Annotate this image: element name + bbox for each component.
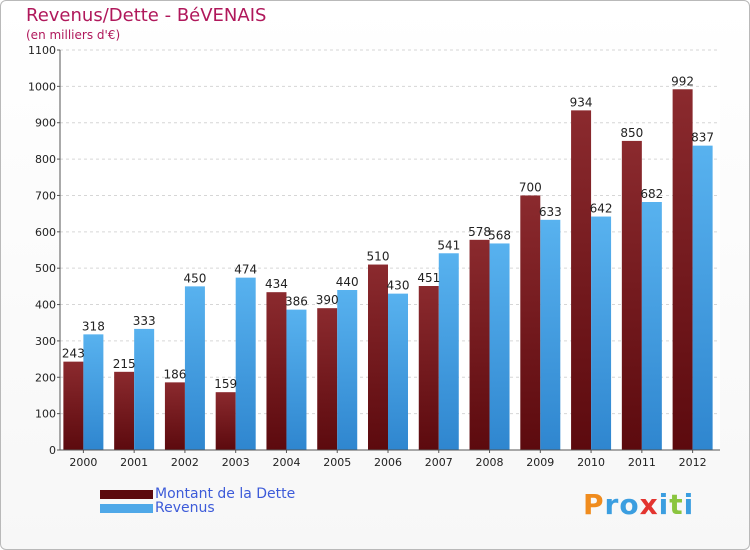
logo-letter: P	[583, 488, 605, 521]
data-label-revenue: 450	[183, 271, 206, 285]
x-tick-label: 2009	[526, 456, 554, 469]
x-tick-label: 2002	[171, 456, 199, 469]
data-label-debt: 578	[468, 225, 491, 239]
data-label-debt: 934	[570, 95, 593, 109]
bar-revenue	[337, 290, 358, 450]
x-tick-label: 2000	[69, 456, 97, 469]
bar-debt	[672, 89, 693, 450]
bar-debt	[114, 371, 135, 450]
bar-debt	[317, 308, 338, 450]
y-tick-label: 300	[35, 335, 56, 348]
data-label-revenue: 642	[590, 202, 613, 216]
y-tick-label: 200	[35, 371, 56, 384]
bar-revenue	[692, 145, 713, 451]
data-label-debt: 159	[214, 377, 237, 391]
bar-revenue	[83, 334, 104, 450]
chart-subtitle: (en milliers d'€)	[26, 28, 121, 42]
data-label-debt: 215	[113, 357, 136, 371]
data-label-debt: 700	[519, 180, 542, 194]
x-tick-label: 2010	[577, 456, 605, 469]
legend-label-debt: Montant de la Dette	[155, 486, 296, 502]
legend-label-revenue: Revenus	[155, 500, 215, 516]
bar-debt	[368, 264, 388, 450]
y-tick-label: 800	[35, 153, 56, 166]
bar-revenue	[286, 309, 307, 450]
data-label-revenue: 333	[133, 314, 156, 328]
data-label-debt: 510	[367, 250, 390, 264]
data-label-revenue: 318	[82, 319, 105, 333]
x-tick-label: 2006	[374, 456, 402, 469]
bar-revenue	[438, 253, 459, 450]
logo-letter: x	[639, 488, 659, 521]
bar-debt	[215, 392, 236, 450]
data-label-revenue: 430	[387, 279, 410, 293]
x-tick-label: 2005	[323, 456, 351, 469]
bar-revenue	[489, 243, 510, 450]
x-tick-label: 2003	[222, 456, 250, 469]
y-tick-label: 0	[49, 444, 56, 457]
logo-letter: o	[619, 488, 640, 521]
y-tick-label: 100	[35, 408, 56, 421]
y-tick-label: 500	[35, 262, 56, 275]
proxiti-logo: Proxiti	[583, 488, 694, 521]
bar-debt	[621, 140, 642, 450]
y-tick-label: 1100	[28, 44, 56, 57]
data-label-debt: 390	[316, 293, 339, 307]
bar-revenue	[235, 277, 256, 450]
data-label-debt: 451	[417, 271, 440, 285]
logo-letter: t	[669, 488, 684, 521]
logo-letter: i	[658, 488, 670, 521]
data-label-revenue: 541	[437, 238, 460, 252]
data-label-debt: 850	[620, 126, 643, 140]
legend-swatch-revenue	[100, 503, 153, 513]
data-label-revenue: 633	[539, 205, 562, 219]
bar-debt	[571, 110, 592, 450]
legend-swatch-debt	[100, 489, 153, 499]
x-tick-label: 2007	[425, 456, 453, 469]
y-tick-label: 600	[35, 226, 56, 239]
data-label-revenue: 682	[640, 187, 663, 201]
bar-debt	[469, 239, 490, 450]
data-label-revenue: 568	[488, 228, 511, 242]
data-label-revenue: 474	[234, 263, 257, 277]
data-label-revenue: 386	[285, 295, 308, 309]
bar-debt	[520, 195, 541, 450]
bar-debt	[266, 292, 287, 450]
data-label-debt: 186	[163, 367, 186, 381]
chart-title: Revenus/Dette - BéVENAIS	[26, 5, 267, 26]
legend-item-revenue: Revenus	[100, 500, 215, 516]
y-tick-label: 1000	[28, 80, 56, 93]
legend-item-debt: Montant de la Dette	[100, 486, 295, 502]
x-tick-label: 2004	[272, 456, 300, 469]
y-tick-label: 400	[35, 299, 56, 312]
x-tick-label: 2001	[120, 456, 148, 469]
bar-debt	[164, 382, 185, 450]
data-label-revenue: 837	[691, 131, 714, 145]
logo-letter: i	[683, 488, 695, 521]
data-label-revenue: 440	[336, 275, 359, 289]
x-tick-label: 2008	[476, 456, 504, 469]
bar-revenue	[591, 216, 612, 450]
bar-debt	[63, 361, 84, 450]
bar-revenue	[134, 328, 155, 450]
data-label-debt: 243	[62, 347, 85, 361]
bar-revenue	[388, 293, 408, 450]
bar-debt	[418, 286, 439, 450]
bar-revenue	[184, 286, 205, 450]
data-label-debt: 434	[265, 277, 288, 291]
bar-revenue	[641, 202, 662, 450]
x-tick-label: 2011	[628, 456, 656, 469]
bar-revenue	[540, 219, 561, 450]
y-tick-label: 900	[35, 117, 56, 130]
y-tick-label: 700	[35, 189, 56, 202]
logo-letter: r	[604, 488, 620, 521]
x-tick-label: 2012	[679, 456, 707, 469]
data-label-debt: 992	[671, 74, 694, 88]
